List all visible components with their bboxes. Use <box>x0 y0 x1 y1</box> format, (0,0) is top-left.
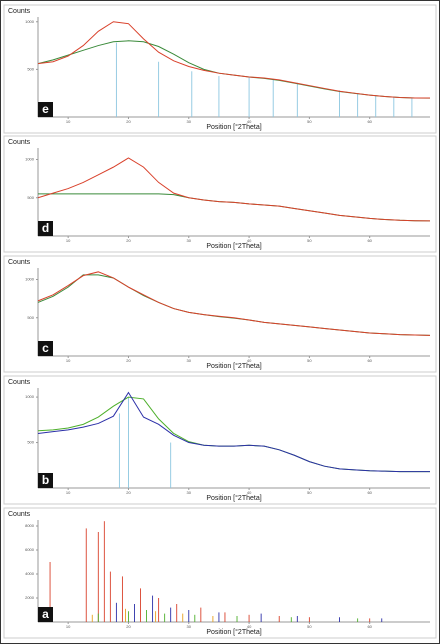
panel-letter-box <box>38 341 53 356</box>
panel: Counts Position [°2Theta] 2000 4000 6000 8000… <box>3 507 437 639</box>
x-axis-label: Position [°2Theta] <box>206 242 261 250</box>
x-tick-label: 10 <box>66 119 71 124</box>
y-tick-label: 6000 <box>25 547 35 552</box>
x-tick-label: 10 <box>66 358 71 363</box>
y-axis-label: Counts <box>8 511 31 518</box>
y-axis-label: Counts <box>8 139 31 146</box>
x-axis-label: Position [°2Theta] <box>206 628 261 636</box>
x-tick-label: 30 <box>187 358 192 363</box>
panel-letter: e <box>42 102 49 116</box>
x-tick-label: 30 <box>187 119 192 124</box>
y-axis-label: Counts <box>8 8 31 15</box>
x-tick-label: 20 <box>126 358 131 363</box>
x-tick-label: 20 <box>126 624 131 629</box>
x-tick-label: 40 <box>247 490 252 495</box>
y-tick-label: 2000 <box>25 595 35 600</box>
panel-frame <box>3 4 437 134</box>
panel: Counts Position [°2Theta] 500 1000 10 20 30 40 5… <box>3 375 437 505</box>
panel-letter-box <box>38 102 53 117</box>
y-tick-label: 500 <box>27 66 34 71</box>
x-tick-label: 50 <box>307 119 312 124</box>
y-tick-label: 1000 <box>25 394 35 399</box>
x-axis-label: Position [°2Theta] <box>206 123 261 131</box>
x-tick-label: 60 <box>367 238 372 243</box>
x-tick-label: 30 <box>187 238 192 243</box>
y-tick-label: 1000 <box>25 157 35 162</box>
x-tick-label: 20 <box>126 490 131 495</box>
x-tick-label: 20 <box>126 119 131 124</box>
y-tick-label: 1000 <box>25 277 35 282</box>
panel-letter-box <box>38 473 53 488</box>
y-tick-label: 500 <box>27 195 34 200</box>
panel-letter: d <box>42 221 49 235</box>
panel-letter: c <box>42 341 49 355</box>
panel: Counts Position [°2Theta] 500 1000 10 20 30 40 5… <box>3 4 437 134</box>
x-axis-label: Position [°2Theta] <box>206 362 261 370</box>
panel-letter-box <box>38 221 53 236</box>
y-tick-label: 8000 <box>25 523 35 528</box>
y-axis-label: Counts <box>8 379 31 386</box>
x-axis-label: Position [°2Theta] <box>206 494 261 502</box>
panel-frame <box>3 375 437 505</box>
x-tick-label: 30 <box>187 624 192 629</box>
x-tick-label: 30 <box>187 490 192 495</box>
x-tick-label: 60 <box>367 490 372 495</box>
panel: Counts Position [°2Theta] 500 1000 10 20 30 40 5… <box>3 255 437 373</box>
x-tick-label: 60 <box>367 624 372 629</box>
panel: Counts Position [°2Theta] 500 1000 10 20 30 40 5… <box>3 135 437 253</box>
panel-frame <box>3 507 437 639</box>
line <box>37 21 430 99</box>
line <box>37 271 431 336</box>
x-tick-label: 10 <box>66 624 71 629</box>
panel-frame <box>3 255 437 373</box>
y-tick-label: 500 <box>27 315 34 320</box>
x-tick-label: 60 <box>367 358 372 363</box>
panel-letter: a <box>42 607 49 621</box>
panel-letter: b <box>42 473 49 487</box>
x-tick-label: 40 <box>247 624 252 629</box>
x-tick-label: 40 <box>247 238 252 243</box>
panel-letter-box <box>38 607 53 622</box>
x-tick-label: 60 <box>367 119 372 124</box>
x-tick-label: 40 <box>247 119 252 124</box>
x-tick-label: 40 <box>247 358 252 363</box>
y-tick-label: 4000 <box>25 571 35 576</box>
y-tick-label: 500 <box>27 440 34 445</box>
x-tick-label: 10 <box>66 238 71 243</box>
line <box>37 391 430 473</box>
x-tick-label: 10 <box>66 490 71 495</box>
y-tick-label: 1000 <box>25 19 35 24</box>
x-tick-label: 50 <box>307 238 312 243</box>
y-axis-label: Counts <box>8 259 31 266</box>
line <box>37 157 431 222</box>
x-tick-label: 50 <box>307 624 312 629</box>
x-tick-label: 50 <box>307 358 312 363</box>
x-tick-label: 20 <box>126 238 131 243</box>
x-tick-label: 50 <box>307 490 312 495</box>
